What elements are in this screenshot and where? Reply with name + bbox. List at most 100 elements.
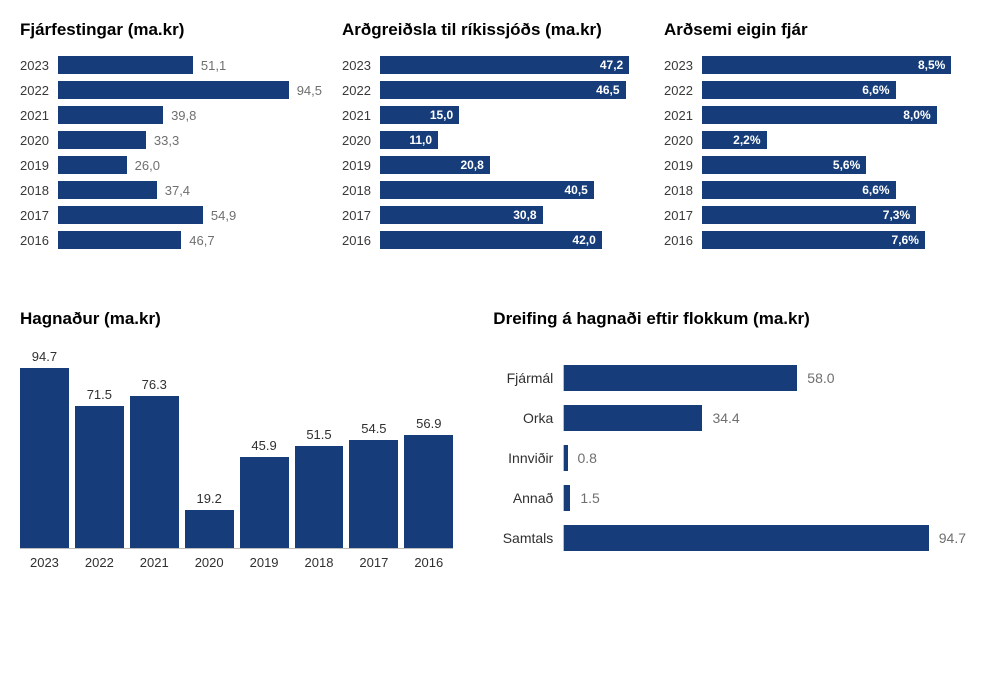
bar-fill [404,435,453,548]
bar-value: 58.0 [807,370,834,386]
bar-value: 40,5 [564,181,587,199]
bar-col: 19.2 [185,349,234,548]
bar-row: 2021 39,8 [20,104,322,126]
bar-fill: 5,6% [702,156,866,174]
bar-fill: 40,5 [380,181,594,199]
bar-fill [564,445,567,471]
bar-value: 5,6% [833,156,860,174]
bar-track: 5,6% [702,156,966,174]
bar-value: 26,0 [135,158,160,173]
bar-track: 6,6% [702,181,966,199]
bar-value: 54.5 [361,421,386,436]
x-label: 2016 [404,555,453,570]
bar-track: 15,0 [380,106,644,124]
year-label: 2023 [664,58,702,73]
bar-row: 2016 42,0 [342,229,644,251]
bar-col: 51.5 [295,349,344,548]
bar-fill: 47,2 [380,56,629,74]
year-label: 2023 [20,58,58,73]
bar-track: 46,5 [380,81,644,99]
bar-fill [58,206,203,224]
bar-row: Fjármál 58.0 [493,363,966,393]
bar-row: 2023 47,2 [342,54,644,76]
x-label: 2017 [349,555,398,570]
year-label: 2016 [664,233,702,248]
bar-col: 56.9 [404,349,453,548]
bar-row: 2018 40,5 [342,179,644,201]
bar-value: 45.9 [251,438,276,453]
bar-fill [20,368,69,548]
year-label: 2019 [664,158,702,173]
bar-value: 20,8 [460,156,483,174]
bar-track: 7,3% [702,206,966,224]
bar-track: 51,1 [58,56,322,74]
bar-value: 42,0 [572,231,595,249]
year-label: 2020 [342,133,380,148]
bar-fill [564,365,797,391]
bar-fill [58,106,163,124]
bar-row: 2022 94,5 [20,79,322,101]
chart-title: Dreifing á hagnaði eftir flokkum (ma.kr) [493,309,966,329]
bar-row: 2023 8,5% [664,54,966,76]
chart-title: Arðsemi eigin fjár [664,20,966,40]
bar-value: 94,5 [297,83,322,98]
bar-row: 2018 37,4 [20,179,322,201]
bar-fill [185,510,234,548]
bar-track: 20,8 [380,156,644,174]
bar-row: Annað 1.5 [493,483,966,513]
bar-value: 94.7 [939,530,966,546]
bar-fill [240,457,289,548]
category-label: Fjármál [493,370,563,386]
bar-row: 2020 33,3 [20,129,322,151]
bar-track: 30,8 [380,206,644,224]
year-label: 2020 [20,133,58,148]
bar-fill [295,446,344,548]
year-label: 2023 [342,58,380,73]
x-label: 2020 [185,555,234,570]
bar-track: 37,4 [58,181,322,199]
bar-track: 94.7 [563,525,966,551]
year-label: 2021 [20,108,58,123]
bar-value: 54,9 [211,208,236,223]
bar-value: 1.5 [580,490,599,506]
bar-row: 2023 51,1 [20,54,322,76]
bar-track: 54,9 [58,206,322,224]
year-label: 2017 [20,208,58,223]
bar-value: 51.5 [306,427,331,442]
bar-value: 71.5 [87,387,112,402]
year-label: 2017 [664,208,702,223]
bar-track: 39,8 [58,106,322,124]
bar-track: 26,0 [58,156,322,174]
category-label: Samtals [493,530,563,546]
bar-track: 2,2% [702,131,966,149]
bar-col: 45.9 [240,349,289,548]
bar-fill: 8,5% [702,56,951,74]
chart-dreifing: Dreifing á hagnaði eftir flokkum (ma.kr)… [493,309,966,570]
bar-fill: 46,5 [380,81,626,99]
bar-value: 76.3 [142,377,167,392]
bar-row: 2017 7,3% [664,204,966,226]
bar-fill: 30,8 [380,206,543,224]
bar-value: 33,3 [154,133,179,148]
bar-track: 94,5 [58,81,322,99]
chart-ardsemi: Arðsemi eigin fjár 2023 8,5% 2022 6,6% 2… [664,20,966,254]
bar-row: 2016 46,7 [20,229,322,251]
year-label: 2020 [664,133,702,148]
year-label: 2018 [20,183,58,198]
bar-value: 6,6% [862,181,889,199]
bar-row: 2019 26,0 [20,154,322,176]
bar-fill [58,56,193,74]
bar-value: 51,1 [201,58,226,73]
chart-ardgreidsla: Arðgreiðsla til ríkissjóðs (ma.kr) 2023 … [342,20,644,254]
bar-value: 46,5 [596,81,619,99]
bar-row: 2022 46,5 [342,79,644,101]
bar-col: 71.5 [75,349,124,548]
bar-fill [58,231,181,249]
bar-value: 94.7 [32,349,57,364]
bar-track: 46,7 [58,231,322,249]
bar-row: 2021 8,0% [664,104,966,126]
bar-value: 56.9 [416,416,441,431]
bar-track: 8,5% [702,56,966,74]
year-label: 2019 [20,158,58,173]
bar-row: 2021 15,0 [342,104,644,126]
